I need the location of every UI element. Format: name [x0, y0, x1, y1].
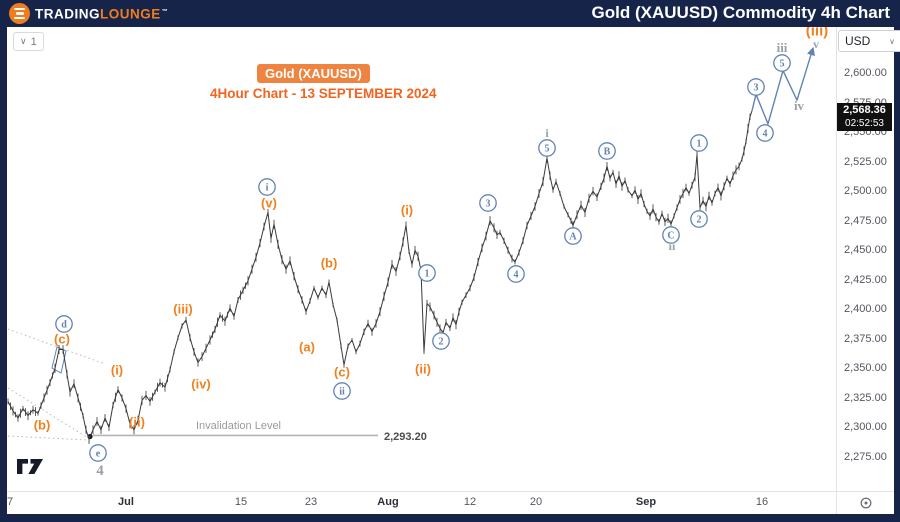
object-tree-button[interactable]: ∨ 1 — [13, 32, 44, 51]
chevron-down-icon: ∨ — [889, 36, 895, 46]
price-tick-label: 2,300.00 — [844, 421, 887, 434]
symbol-badge: Gold (XAUUSD) — [257, 64, 370, 83]
time-tick-label: Aug — [377, 496, 399, 508]
trademark: ™ — [161, 9, 169, 16]
bar-countdown: 02:52:53 — [845, 118, 884, 130]
time-tick-label: Sep — [635, 496, 657, 508]
price-tick-label: 2,350.00 — [844, 362, 887, 375]
tradingview-logo[interactable] — [16, 458, 45, 481]
brand-lounge: LOUNGE — [100, 6, 161, 22]
brand-text: TRADINGLOUNGE™ — [35, 2, 168, 25]
tradinglounge-logo[interactable]: TRADINGLOUNGE™ — [9, 2, 168, 25]
scale-settings-corner — [836, 491, 894, 514]
invalidation-label: Invalidation Level — [196, 420, 282, 432]
brand-trading: TRADING — [35, 6, 100, 22]
gear-icon[interactable] — [858, 495, 874, 511]
price-tick-label: 2,425.00 — [844, 273, 887, 286]
time-tick-label: 15 — [234, 496, 248, 508]
currency-value: USD — [845, 34, 871, 48]
tradingview-icon — [17, 459, 43, 474]
price-tick-label: 2,325.00 — [844, 391, 887, 404]
time-tick-label: 23 — [304, 496, 318, 508]
price-tick-label: 2,475.00 — [844, 214, 887, 227]
chart-subtitle: 4Hour Chart - 13 SEPTEMBER 2024 — [210, 86, 437, 101]
time-tick-label: 20 — [529, 496, 543, 508]
layers-count: 1 — [30, 35, 37, 48]
chart-surface[interactable] — [7, 27, 893, 513]
time-tick-label: 16 — [755, 496, 769, 508]
time-tick-label: Jul — [118, 496, 134, 508]
last-price-badge: 2,568.36 02:52:53 — [837, 103, 892, 132]
chevron-down-icon: ∨ — [20, 36, 27, 46]
time-tick-label: 7 — [6, 496, 14, 508]
tradinglounge-icon — [9, 3, 30, 24]
price-tick-label: 2,375.00 — [844, 332, 887, 345]
last-price: 2,568.36 — [843, 104, 886, 117]
price-tick-label: 2,600.00 — [844, 67, 887, 79]
price-tick-label: 2,400.00 — [844, 303, 887, 316]
time-tick-label: 12 — [463, 496, 477, 508]
price-tick-label: 2,525.00 — [844, 155, 887, 168]
time-scale[interactable]: 7 Jul 15 23 Aug 12 20 Sep 16 — [7, 491, 836, 514]
invalidation-price: 2,293.20 — [384, 431, 427, 443]
currency-selector[interactable]: USD ∨ — [838, 30, 900, 52]
price-scale[interactable]: 2,600.002,575.002,550.002,525.002,500.00… — [836, 27, 894, 491]
price-tick-label: 2,450.00 — [844, 244, 887, 257]
page-title: Gold (XAUUSD) Commodity 4h Chart — [591, 3, 890, 22]
price-tick-label: 2,500.00 — [844, 185, 887, 198]
top-bar: TRADINGLOUNGE™ Gold (XAUUSD) Commodity 4… — [0, 0, 900, 27]
price-tick-label: 2,275.00 — [844, 450, 887, 463]
